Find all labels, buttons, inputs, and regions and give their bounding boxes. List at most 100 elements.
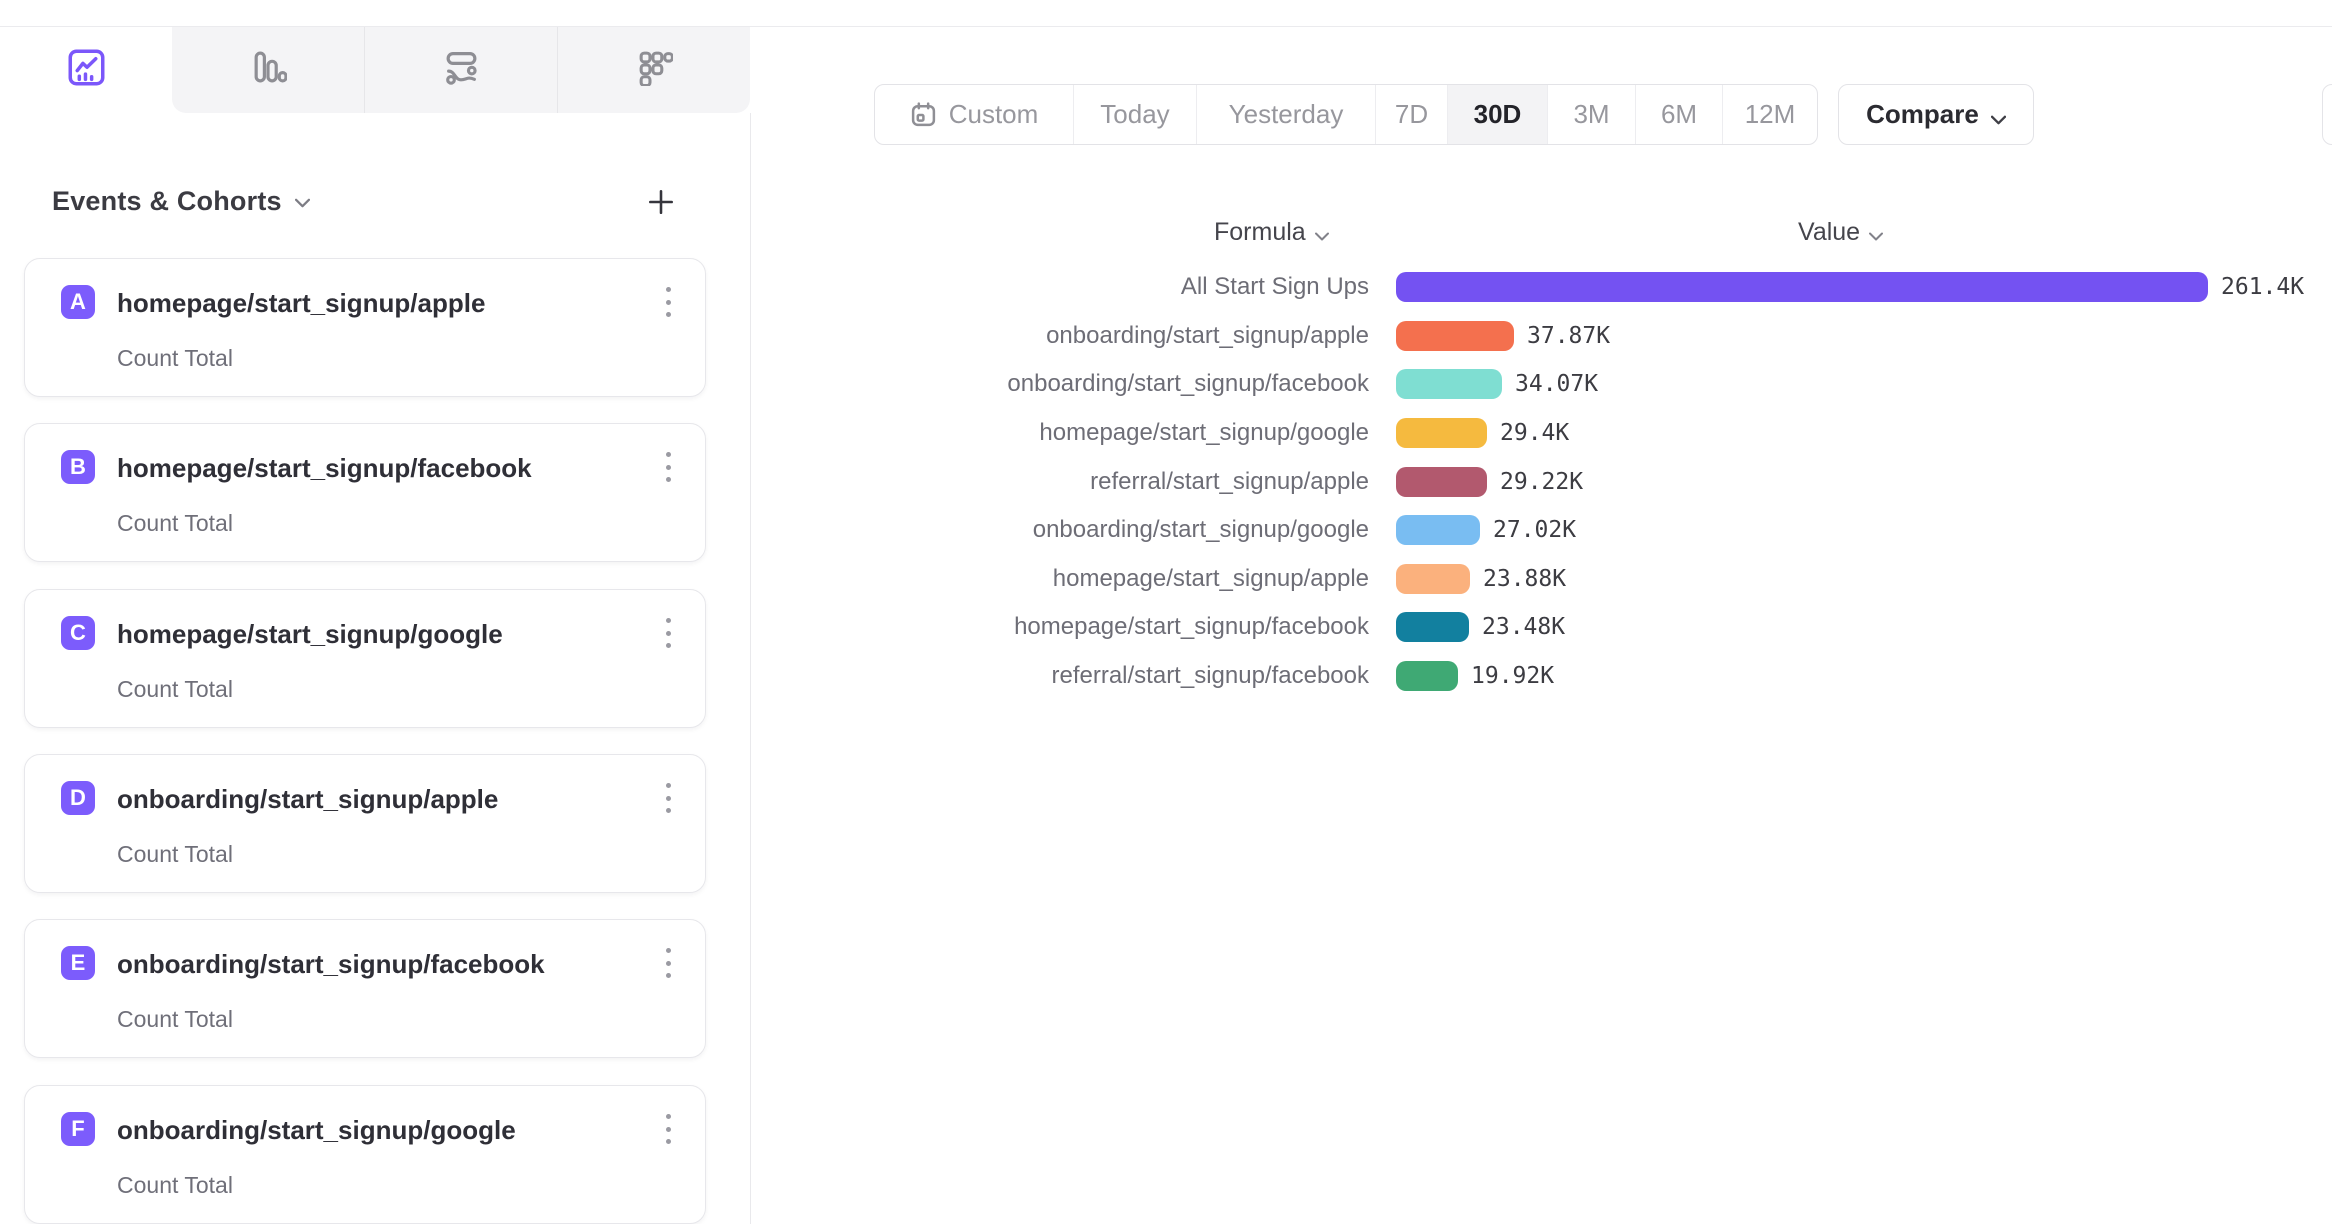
series-label: homepage/start_signup/google <box>1039 419 1369 447</box>
event-letter-badge: C <box>61 616 95 650</box>
kebab-menu-icon[interactable] <box>661 287 675 317</box>
range-option-label: Yesterday <box>1228 99 1344 129</box>
range-option-label: 12M <box>1744 99 1796 129</box>
event-name: homepage/start_signup/facebook <box>117 453 532 483</box>
events-cohorts-header[interactable]: Events & Cohorts <box>52 186 310 217</box>
chart-type-tab-group <box>172 27 750 113</box>
tab-retention[interactable] <box>557 27 750 113</box>
value-column-header[interactable]: Value <box>1798 216 1884 248</box>
kebab-menu-icon[interactable] <box>661 618 675 648</box>
chart-row: onboarding/start_signup/google 27.02K <box>750 506 2304 555</box>
tab-flows[interactable] <box>364 27 557 113</box>
chart-row: onboarding/start_signup/facebook 34.07K <box>750 360 2304 409</box>
flows-icon <box>443 49 480 91</box>
add-event-button[interactable] <box>638 180 684 226</box>
series-value: 19.92K <box>1471 663 1555 690</box>
range-option-label: 3M <box>1573 99 1610 129</box>
series-value: 261.4K <box>2221 274 2305 301</box>
chevron-down-icon <box>1990 101 2006 132</box>
event-name: homepage/start_signup/google <box>117 619 503 649</box>
series-value: 23.48K <box>1482 614 1566 641</box>
event-letter-badge: F <box>61 1112 95 1146</box>
series-bar[interactable] <box>1396 272 2208 303</box>
range-option-yesterday[interactable]: Yesterday <box>1196 85 1375 144</box>
range-option-3m[interactable]: 3M <box>1547 85 1635 144</box>
event-metric: Count Total <box>117 345 233 371</box>
series-bar[interactable] <box>1396 466 1487 497</box>
event-letter-badge: B <box>61 450 95 484</box>
compare-button[interactable]: Compare <box>1838 84 2034 145</box>
chevron-down-icon <box>294 195 310 213</box>
kebab-menu-icon[interactable] <box>661 783 675 813</box>
plus-icon <box>646 187 676 220</box>
chart-row: referral/start_signup/facebook 19.92K <box>750 652 2304 701</box>
clipped-toolbar-button[interactable] <box>2322 84 2332 145</box>
compare-label: Compare <box>1866 99 1979 129</box>
range-option-12m[interactable]: 12M <box>1722 85 1817 144</box>
chevron-down-icon <box>1314 219 1329 248</box>
calendar-icon <box>910 101 937 128</box>
chart-row: All Start Sign Ups 261.4K <box>750 263 2304 312</box>
series-value: 34.07K <box>1515 371 1599 398</box>
range-option-custom[interactable]: Custom <box>875 85 1073 144</box>
series-label: All Start Sign Ups <box>1180 273 1369 301</box>
horizontal-bar-chart: All Start Sign Ups 261.4K onboarding/start… <box>750 263 2304 700</box>
range-option-label: Custom <box>948 99 1039 129</box>
series-value: 23.88K <box>1483 565 1567 592</box>
chart-row: homepage/start_signup/facebook 23.48K <box>750 603 2304 652</box>
range-option-7d[interactable]: 7D <box>1375 85 1447 144</box>
event-name: onboarding/start_signup/apple <box>117 784 499 814</box>
events-cohorts-title: Events & Cohorts <box>52 186 282 216</box>
event-letter-badge: E <box>61 946 95 980</box>
formula-header-label: Formula <box>1214 217 1306 246</box>
event-metric: Count Total <box>117 510 233 536</box>
range-option-label: 30D <box>1473 99 1522 129</box>
series-bar[interactable] <box>1396 320 1514 351</box>
range-option-30d[interactable]: 30D <box>1447 85 1547 144</box>
series-label: onboarding/start_signup/facebook <box>1007 370 1369 398</box>
series-value: 29.4K <box>1500 420 1570 447</box>
range-option-label: Today <box>1100 99 1170 129</box>
event-letter-badge: A <box>61 285 95 319</box>
tab-bar-chart[interactable] <box>172 27 364 113</box>
event-metric: Count Total <box>117 676 233 702</box>
series-label: referral/start_signup/facebook <box>1051 662 1369 690</box>
series-bar[interactable] <box>1396 612 1469 643</box>
formula-column-header[interactable]: Formula <box>1214 216 1329 248</box>
range-option-today[interactable]: Today <box>1073 85 1196 144</box>
range-option-6m[interactable]: 6M <box>1635 85 1722 144</box>
event-name: homepage/start_signup/apple <box>117 288 486 318</box>
series-bar[interactable] <box>1396 661 1458 692</box>
series-value: 29.22K <box>1500 468 1584 495</box>
series-bar[interactable] <box>1396 515 1480 546</box>
date-range-control: Custom Today Yesterday 7D 30D 3M 6M 12M <box>874 84 1818 145</box>
retention-icon <box>636 49 674 91</box>
series-bar[interactable] <box>1396 563 1470 594</box>
series-bar[interactable] <box>1396 369 1502 400</box>
value-header-label: Value <box>1798 217 1861 246</box>
top-bar <box>0 0 2332 27</box>
chart-row: homepage/start_signup/google 29.4K <box>750 409 2304 458</box>
tab-insights-line-chart[interactable] <box>0 27 172 113</box>
event-metric: Count Total <box>117 1006 233 1032</box>
series-value: 27.02K <box>1493 517 1577 544</box>
series-label: referral/start_signup/apple <box>1090 467 1369 495</box>
range-option-label: 7D <box>1394 99 1429 129</box>
kebab-menu-icon[interactable] <box>661 452 675 482</box>
kebab-menu-icon[interactable] <box>661 1114 675 1144</box>
chart-row: onboarding/start_signup/apple 37.87K <box>750 312 2304 361</box>
kebab-menu-icon[interactable] <box>661 948 675 978</box>
range-option-label: 6M <box>1660 99 1698 129</box>
series-label: homepage/start_signup/apple <box>1052 564 1369 592</box>
series-bar[interactable] <box>1396 418 1487 449</box>
event-letter-badge: D <box>61 781 95 815</box>
event-name: onboarding/start_signup/facebook <box>117 949 545 979</box>
event-name: onboarding/start_signup/google <box>117 1115 516 1145</box>
